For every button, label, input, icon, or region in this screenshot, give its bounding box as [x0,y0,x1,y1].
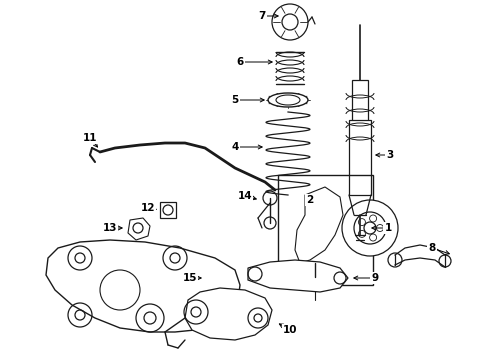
Text: 11: 11 [83,133,97,143]
Text: 12: 12 [141,203,155,213]
Text: 7: 7 [258,11,266,21]
Text: 14: 14 [238,191,252,201]
Text: 3: 3 [387,150,393,160]
Circle shape [263,191,277,205]
Text: 13: 13 [103,223,117,233]
Text: 9: 9 [371,273,379,283]
Bar [352,80,368,125]
Text: 10: 10 [283,325,297,335]
Bar [349,120,371,195]
Text: 8: 8 [428,243,436,253]
Polygon shape [248,260,348,292]
Bar [278,175,373,285]
Text: 5: 5 [231,95,239,105]
Circle shape [342,200,398,256]
Text: 15: 15 [183,273,197,283]
Text: 4: 4 [231,142,239,152]
Polygon shape [46,240,240,332]
Circle shape [439,255,451,267]
Polygon shape [185,288,272,340]
Text: 1: 1 [384,223,392,233]
Text: 2: 2 [306,195,314,205]
Circle shape [264,217,276,229]
Bar [160,202,176,218]
Circle shape [307,275,323,291]
Polygon shape [128,218,150,240]
Polygon shape [295,187,343,263]
Circle shape [388,253,402,267]
Text: 6: 6 [236,57,244,67]
